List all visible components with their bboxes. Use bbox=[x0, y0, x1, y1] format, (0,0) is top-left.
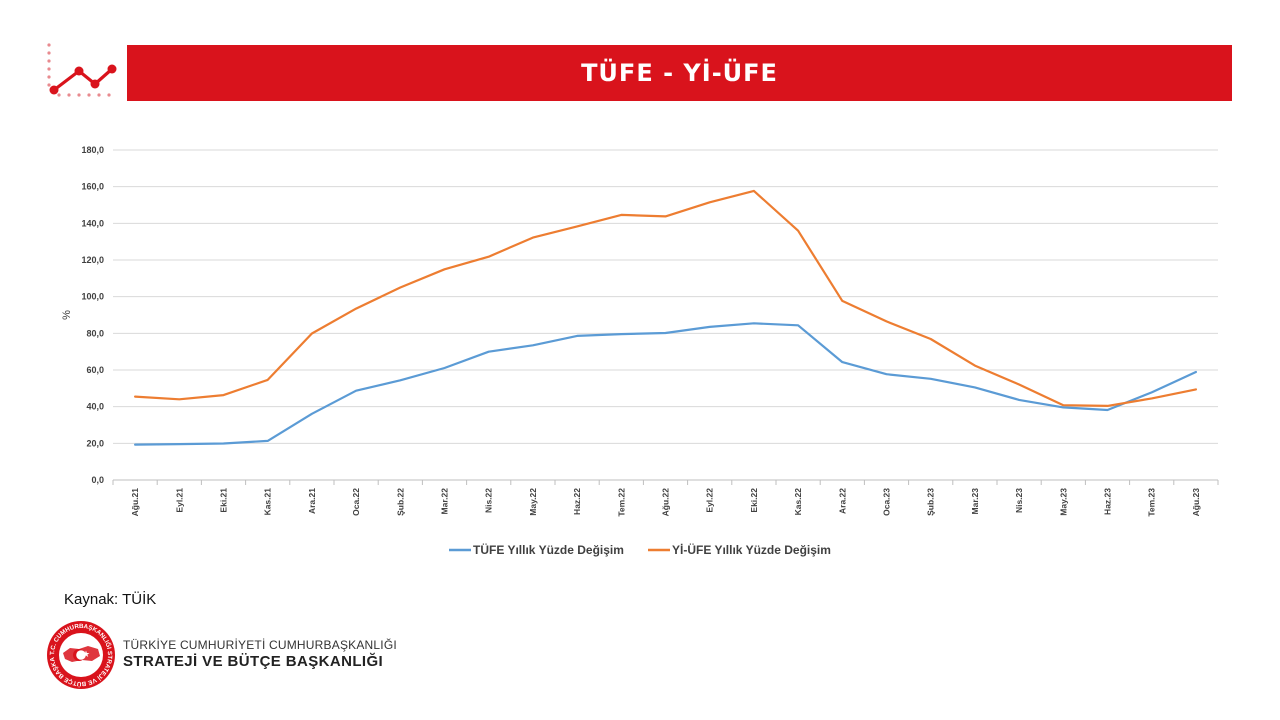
x-tick-label: Tem.23 bbox=[1147, 488, 1157, 517]
y-tick-label: 40,0 bbox=[86, 402, 104, 412]
series-line-tufe bbox=[134, 322, 1198, 446]
x-tick-label: Kas.22 bbox=[793, 488, 803, 516]
x-tick-label: Şub.23 bbox=[926, 488, 936, 516]
x-tick-label: Oca.22 bbox=[351, 488, 361, 516]
x-tick-label: Oca.23 bbox=[882, 488, 892, 516]
y-tick-label: 140,0 bbox=[81, 218, 104, 228]
x-tick-label: Mar.22 bbox=[440, 488, 450, 515]
y-tick-label: 160,0 bbox=[81, 182, 104, 192]
x-tick-label: Eki.21 bbox=[219, 488, 229, 513]
y-tick-label: 120,0 bbox=[81, 255, 104, 265]
org-name-line1: TÜRKİYE CUMHURİYETİ CUMHURBAŞKANLIĞI bbox=[123, 638, 397, 652]
x-tick-label: Şub.22 bbox=[395, 488, 405, 516]
x-tick-label: Eyl.22 bbox=[705, 488, 715, 513]
x-tick-label: Ağu.22 bbox=[661, 488, 671, 517]
x-tick-label: Mar.23 bbox=[970, 488, 980, 515]
y-tick-label: 180,0 bbox=[81, 145, 104, 155]
series-line-yi-ufe bbox=[134, 189, 1198, 407]
x-tick-label: Ara.22 bbox=[837, 488, 847, 514]
x-tick-label: May.23 bbox=[1058, 488, 1068, 516]
series bbox=[134, 189, 1198, 446]
y-axis-title: % bbox=[61, 310, 73, 320]
x-tick-label: Eki.22 bbox=[749, 488, 759, 513]
x-tick-label: May.22 bbox=[528, 488, 538, 516]
y-tick-label: 20,0 bbox=[86, 438, 104, 448]
x-tick-label: Haz.23 bbox=[1103, 488, 1113, 515]
y-tick-label: 60,0 bbox=[86, 365, 104, 375]
y-tick-label: 100,0 bbox=[81, 292, 104, 302]
x-tick-label: Ağu.23 bbox=[1191, 488, 1201, 517]
line-chart: 180,0 160,0 140,0 120,0 100,0 80,0 60,0 40,0 20,… bbox=[61, 145, 1219, 557]
x-tick-label: Kas.21 bbox=[263, 488, 273, 516]
x-tick-label: Nis.22 bbox=[484, 488, 494, 513]
legend-label: TÜFE Yıllık Yüzde Değişim bbox=[473, 542, 624, 557]
title-bar: TÜFE - Yİ-ÜFE bbox=[127, 45, 1232, 101]
legend: TÜFE Yıllık Yüzde Değişim Yİ-ÜFE Yıllık Y… bbox=[449, 542, 831, 557]
axes: 180,0 160,0 140,0 120,0 100,0 80,0 60,0 40,0 20,… bbox=[61, 145, 1219, 517]
sbb-logo: T.C. CUMHURBAŞKANLIĞI STRATEJİ VE BÜTÇE … bbox=[46, 620, 115, 689]
x-tick-label: Eyl.21 bbox=[174, 488, 184, 513]
org-name-line2: STRATEJİ VE BÜTÇE BAŞKANLIĞI bbox=[123, 653, 384, 670]
x-tick-label: Tem.22 bbox=[616, 488, 626, 517]
y-tick-label: 80,0 bbox=[86, 328, 104, 338]
x-tick-label: Haz.22 bbox=[572, 488, 582, 515]
x-tick-label: Ara.21 bbox=[307, 488, 317, 514]
trend-line-icon bbox=[47, 43, 117, 97]
y-tick-label: 0,0 bbox=[91, 475, 104, 485]
x-tick-label: Ağu.21 bbox=[130, 488, 140, 517]
x-tick-label: Nis.23 bbox=[1014, 488, 1024, 513]
legend-label: Yİ-ÜFE Yıllık Yüzde Değişim bbox=[672, 542, 831, 557]
page-title: TÜFE - Yİ-ÜFE bbox=[581, 59, 778, 87]
source-note: Kaynak: TÜİK bbox=[64, 591, 157, 608]
